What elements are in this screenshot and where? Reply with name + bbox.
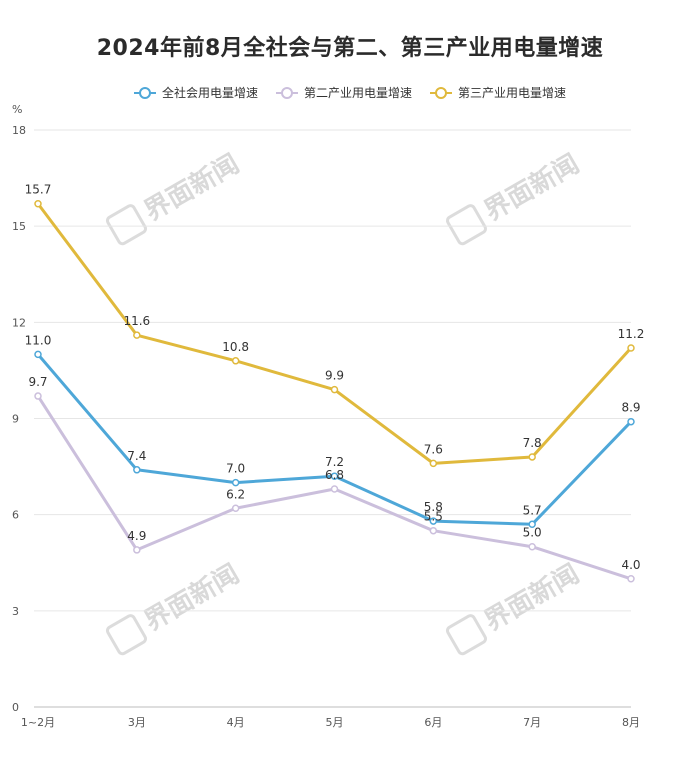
data-point (429, 526, 438, 535)
watermark-logo-icon (105, 204, 148, 246)
data-point (330, 385, 339, 394)
data-label: 11.0 (25, 333, 52, 347)
legend-label-secondary: 第二产业用电量增速 (303, 86, 412, 100)
watermark-text: 界面新闻 (139, 148, 245, 227)
data-point (627, 575, 635, 583)
data-point (231, 504, 240, 513)
data-point (34, 350, 42, 359)
data-label: 9.7 (28, 375, 47, 389)
legend-item-secondary: 第二产业用电量增速 (275, 84, 412, 101)
legend-marker-total (133, 86, 156, 99)
y-axis-unit: % (12, 103, 22, 116)
y-tick-label: 3 (12, 605, 19, 618)
data-point (34, 392, 42, 400)
x-tick-label: 7月 (523, 716, 541, 729)
data-label: 9.9 (325, 369, 344, 383)
data-point (528, 453, 536, 461)
x-tick-label: 3月 (128, 716, 146, 729)
data-point (231, 357, 240, 365)
data-point (429, 517, 438, 525)
watermark-logo: 界面新闻 (105, 148, 245, 246)
data-point (231, 478, 240, 487)
data-label: 15.7 (25, 183, 52, 197)
y-tick-label: 6 (12, 509, 19, 522)
data-label: 6.2 (226, 487, 245, 501)
data-point (330, 485, 339, 493)
watermark-logo-icon (445, 614, 488, 656)
data-point (133, 331, 141, 339)
watermark-logo-icon (105, 614, 148, 656)
y-tick-label: 18 (12, 124, 26, 137)
data-labels: 15.7 11.6 10.8 9.9 7.6 7.8 11.2 9.7 4.9 6.2 6.8 5.5… (25, 183, 645, 572)
data-label: 10.8 (222, 340, 249, 354)
data-point (528, 520, 536, 529)
x-tick-label: 4月 (227, 716, 245, 729)
x-tick-label: 8月 (622, 716, 640, 729)
data-label: 4.0 (621, 558, 640, 572)
watermark-logo: 界面新闻 (105, 558, 245, 656)
grid-lines (34, 129, 631, 708)
data-label: 5.8 (424, 500, 443, 514)
legend-item-tertiary: 第三产业用电量增速 (430, 84, 566, 101)
data-label: 6.8 (325, 468, 344, 482)
data-point (133, 546, 141, 554)
data-point (627, 417, 635, 426)
y-tick-label: 0 (12, 701, 19, 714)
data-point (429, 459, 438, 468)
x-tick-label: 1~2月 (21, 716, 55, 729)
legend-label-tertiary: 第三产业用电量增速 (458, 86, 567, 100)
y-axis: 0 3 6 9 12 15 18 (12, 124, 26, 714)
data-label: 4.9 (127, 529, 146, 543)
data-point (528, 542, 536, 551)
watermark-logo-icon (445, 204, 488, 246)
watermark-text: 界面新闻 (479, 558, 585, 637)
series-group (34, 199, 635, 583)
legend-marker-tertiary (430, 86, 452, 99)
legend-item-total: 全社会用电量增速 (133, 84, 258, 101)
data-label: 7.2 (325, 455, 344, 469)
data-point (627, 344, 635, 352)
data-label: 11.6 (123, 314, 150, 328)
data-label: 5.7 (523, 503, 542, 517)
x-axis: 1~2月 3月 4月 5月 6月 7月 8月 (21, 716, 640, 729)
chart-title: 2024年前8月全社会与第二、第三产业用电量增速 (96, 36, 604, 61)
x-tick-label: 6月 (424, 716, 442, 729)
data-label: 7.0 (226, 462, 245, 476)
y-tick-label: 15 (12, 220, 26, 233)
y-tick-label: 12 (12, 316, 26, 329)
data-label: 8.9 (621, 401, 640, 415)
watermark-text: 界面新闻 (139, 558, 245, 637)
data-point (330, 472, 339, 480)
data-label: 5.5 (424, 510, 443, 524)
data-label: 7.8 (523, 436, 542, 450)
watermark-text: 界面新闻 (479, 148, 585, 227)
watermark-logo: 界面新闻 (445, 558, 585, 656)
watermark-logo: 界面新闻 (445, 148, 585, 246)
data-point (133, 466, 141, 474)
data-point (34, 199, 42, 208)
legend-marker-secondary (275, 86, 298, 99)
data-label: 7.6 (424, 442, 443, 456)
data-label: 11.2 (618, 327, 645, 341)
data-label: 5.0 (523, 526, 542, 540)
chart-legend: 全社会用电量增速 第二产业用电量增速 第三产业用电量增速 (0, 84, 700, 101)
y-tick-label: 9 (12, 413, 19, 426)
legend-label-total: 全社会用电量增速 (161, 86, 258, 100)
data-label: 7.4 (127, 449, 146, 463)
x-tick-label: 5月 (326, 716, 344, 729)
